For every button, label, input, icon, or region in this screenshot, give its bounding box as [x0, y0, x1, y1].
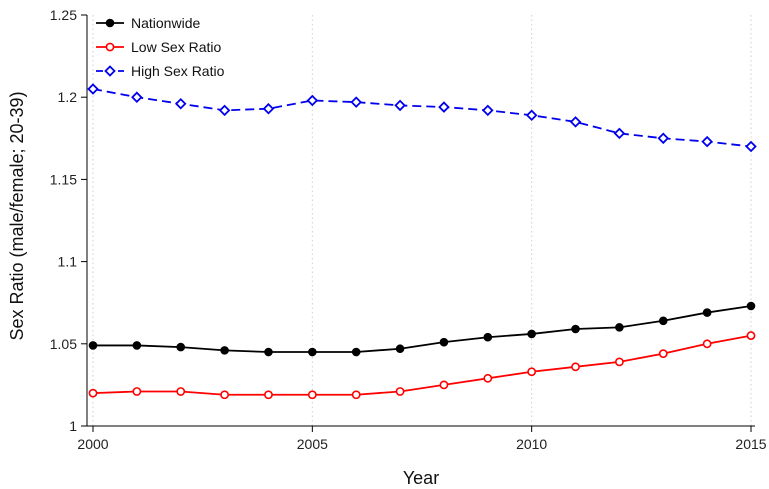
legend-label-low-sex-ratio: Low Sex Ratio — [131, 39, 221, 55]
data-point-nationwide-2010 — [527, 329, 536, 339]
legend-marker-low-sex-ratio — [105, 42, 115, 52]
data-point-high-sex-ratio-2006 — [350, 96, 362, 108]
data-point-nationwide-2008 — [439, 337, 449, 347]
data-point-nationwide-2006 — [351, 347, 361, 357]
data-point-high-sex-ratio-2011 — [569, 116, 582, 128]
data-point-high-sex-ratio-2015 — [745, 140, 757, 153]
series-high-sex-ratio — [87, 83, 757, 153]
series-nationwide — [88, 301, 756, 357]
data-point-nationwide-2004 — [264, 347, 273, 357]
legend-label-high-sex-ratio: High Sex Ratio — [131, 63, 225, 79]
data-point-low-sex-ratio-2000 — [88, 388, 98, 398]
data-point-nationwide-2012 — [615, 323, 624, 332]
data-point-nationwide-2014 — [702, 308, 712, 317]
data-point-high-sex-ratio-2012 — [613, 127, 626, 140]
data-point-nationwide-2007 — [395, 344, 405, 354]
data-point-nationwide-2011 — [571, 324, 580, 334]
data-point-high-sex-ratio-2014 — [701, 135, 713, 148]
legend-entry-high-sex-ratio: High Sex Ratio — [96, 63, 225, 79]
data-point-low-sex-ratio-2006 — [351, 390, 361, 400]
x-tick-label-2015: 2015 — [735, 436, 766, 452]
series-line-low-sex-ratio — [92, 334, 752, 396]
axes: 2000 2005 2010 2015 1 1.05 1.1 1.15 1.2 1.25 — [50, 7, 767, 452]
data-point-high-sex-ratio-2003 — [218, 104, 231, 117]
legend: Nationwide Low Sex Ratio High Sex Ratio — [96, 15, 225, 79]
data-point-nationwide-2001 — [132, 341, 142, 350]
data-point-nationwide-2013 — [658, 316, 668, 326]
data-point-high-sex-ratio-2007 — [394, 99, 406, 112]
y-tick-label-1.25: 1.25 — [50, 7, 77, 23]
data-point-low-sex-ratio-2005 — [307, 390, 317, 400]
y-tick-label-1.15: 1.15 — [50, 171, 77, 187]
data-point-low-sex-ratio-2010 — [527, 367, 537, 377]
data-point-high-sex-ratio-2013 — [657, 132, 670, 145]
data-point-nationwide-2005 — [308, 347, 317, 357]
data-series — [87, 83, 757, 400]
data-point-low-sex-ratio-2013 — [658, 349, 668, 359]
data-point-high-sex-ratio-2000 — [87, 83, 99, 95]
data-point-high-sex-ratio-2008 — [438, 101, 450, 113]
x-axis-title: Year — [403, 468, 439, 488]
data-point-high-sex-ratio-2004 — [262, 102, 275, 115]
data-point-low-sex-ratio-2009 — [483, 373, 493, 383]
series-low-sex-ratio — [88, 331, 756, 400]
data-point-low-sex-ratio-2008 — [439, 380, 449, 390]
data-point-high-sex-ratio-2002 — [174, 98, 187, 110]
data-point-low-sex-ratio-2001 — [132, 387, 142, 396]
data-point-nationwide-2009 — [483, 332, 493, 342]
x-tick-label-2000: 2000 — [77, 436, 108, 452]
legend-entry-nationwide: Nationwide — [96, 15, 200, 31]
data-point-low-sex-ratio-2007 — [395, 387, 405, 396]
data-point-low-sex-ratio-2004 — [264, 390, 273, 400]
data-point-nationwide-2000 — [88, 341, 98, 350]
legend-marker-high-sex-ratio — [104, 65, 116, 77]
data-point-high-sex-ratio-2005 — [306, 94, 319, 107]
data-point-high-sex-ratio-2009 — [482, 104, 494, 117]
data-point-low-sex-ratio-2011 — [571, 362, 580, 372]
series-line-high-sex-ratio — [92, 88, 752, 148]
y-tick-label-1.2: 1.2 — [58, 89, 78, 105]
y-tick-label-1: 1 — [69, 418, 77, 434]
data-point-nationwide-2002 — [176, 342, 186, 352]
y-tick-label-1.1: 1.1 — [58, 254, 78, 270]
data-point-high-sex-ratio-2010 — [525, 109, 538, 122]
y-axis-title: Sex Ratio (male/female; 20-39) — [7, 91, 27, 340]
legend-entry-low-sex-ratio: Low Sex Ratio — [96, 39, 221, 55]
y-tick-label-1.05: 1.05 — [50, 336, 77, 352]
data-point-high-sex-ratio-2001 — [131, 91, 143, 103]
x-tick-label-2005: 2005 — [297, 436, 328, 452]
series-line-nationwide — [93, 305, 752, 353]
data-point-low-sex-ratio-2003 — [220, 390, 229, 400]
legend-label-nationwide: Nationwide — [131, 15, 200, 31]
data-point-low-sex-ratio-2015 — [746, 331, 756, 340]
data-point-low-sex-ratio-2012 — [615, 357, 624, 367]
data-point-low-sex-ratio-2002 — [176, 387, 186, 396]
data-point-low-sex-ratio-2014 — [702, 339, 712, 349]
legend-marker-nationwide — [105, 18, 115, 28]
x-tick-label-2010: 2010 — [516, 436, 547, 452]
data-point-nationwide-2003 — [220, 346, 229, 355]
data-point-nationwide-2015 — [746, 301, 756, 311]
